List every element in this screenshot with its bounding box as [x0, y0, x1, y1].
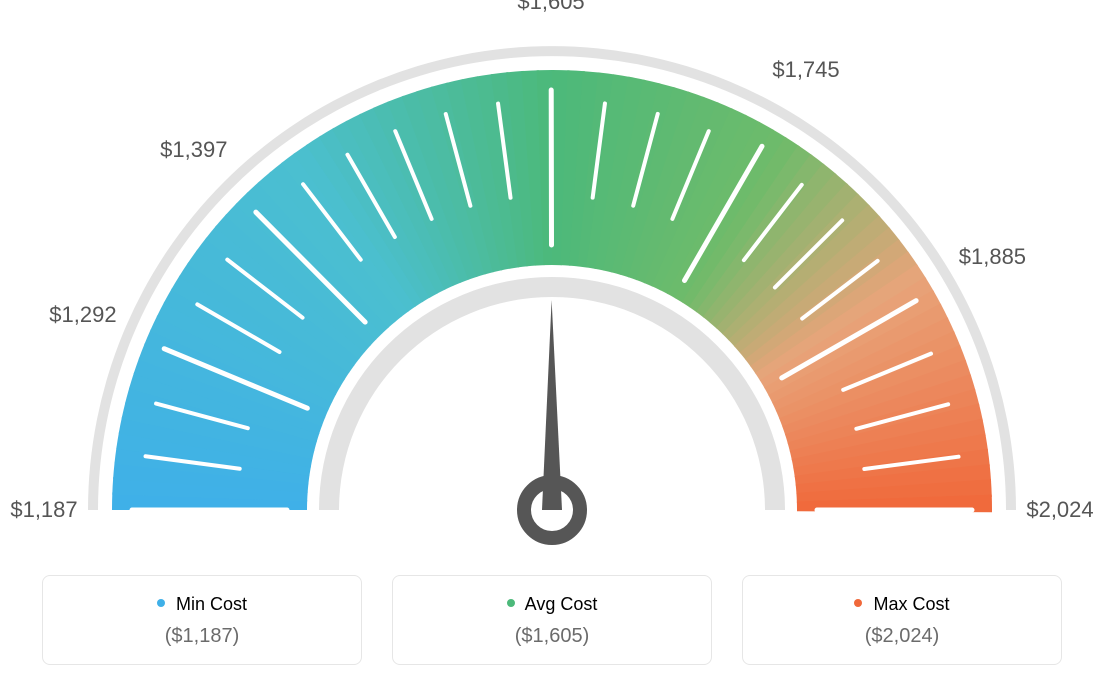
- legend-card-min: Min Cost ($1,187): [42, 575, 362, 665]
- legend-max-value: ($2,024): [753, 625, 1051, 648]
- gauge-chart: $1,187 $1,292 $1,397 $1,605 $1,745 $1,885 $2,0…: [0, 0, 1104, 555]
- legend-avg-value: ($1,605): [403, 625, 701, 648]
- legend-avg-title: Avg Cost: [403, 594, 701, 615]
- gauge-tick-label: $1,605: [517, 0, 584, 15]
- legend-card-avg: Avg Cost ($1,605): [392, 575, 712, 665]
- gauge-tick-label: $1,292: [49, 302, 116, 328]
- legend-dot-avg: [507, 599, 515, 607]
- legend-dot-max: [854, 599, 862, 607]
- legend-max-title-text: Max Cost: [873, 594, 949, 614]
- gauge-tick-label: $1,885: [959, 244, 1026, 270]
- gauge-tick-label: $1,397: [160, 137, 227, 163]
- legend-max-title: Max Cost: [753, 594, 1051, 615]
- gauge-tick-label: $1,745: [772, 57, 839, 83]
- legend-min-value: ($1,187): [53, 625, 351, 648]
- gauge-tick-label: $2,024: [1026, 497, 1093, 523]
- legend-avg-title-text: Avg Cost: [525, 594, 598, 614]
- gauge-svg: [0, 0, 1104, 555]
- legend-dot-min: [157, 599, 165, 607]
- legend-min-title-text: Min Cost: [176, 594, 247, 614]
- legend-row: Min Cost ($1,187) Avg Cost ($1,605) Max …: [0, 575, 1104, 665]
- gauge-tick-label: $1,187: [10, 497, 77, 523]
- legend-card-max: Max Cost ($2,024): [742, 575, 1062, 665]
- legend-min-title: Min Cost: [53, 594, 351, 615]
